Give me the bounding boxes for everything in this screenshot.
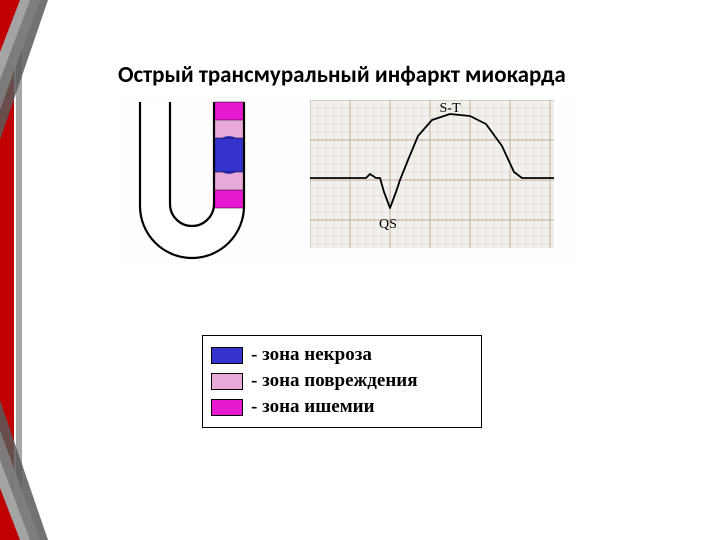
slide-side-stripe bbox=[0, 0, 48, 540]
legend-swatch-necrosis bbox=[211, 347, 243, 364]
legend-box: - зона некроза - зона повреждения - зона… bbox=[202, 335, 482, 428]
ecg-diagram: S-T QS bbox=[310, 100, 554, 248]
legend-row-necrosis: - зона некроза bbox=[211, 342, 473, 368]
legend-label-damage: - зона повреждения bbox=[251, 370, 418, 392]
legend-label-ischemia: - зона ишемии bbox=[251, 396, 375, 418]
u-shape-svg bbox=[118, 96, 266, 264]
u-shape-diagram bbox=[118, 96, 266, 264]
slide-title: Острый трансмуральный инфаркт миокарда bbox=[118, 63, 678, 88]
side-stripe-svg bbox=[0, 0, 48, 540]
svg-text:S-T: S-T bbox=[440, 101, 461, 116]
ecg-svg: S-T QS bbox=[310, 100, 554, 248]
legend-label-necrosis: - зона некроза bbox=[251, 344, 372, 366]
legend-row-ischemia: - зона ишемии bbox=[211, 394, 473, 420]
svg-text:QS: QS bbox=[379, 217, 397, 232]
legend-swatch-ischemia bbox=[211, 399, 243, 416]
figure-row: S-T QS bbox=[118, 96, 578, 264]
legend-row-damage: - зона повреждения bbox=[211, 368, 473, 394]
legend-swatch-damage bbox=[211, 373, 243, 390]
